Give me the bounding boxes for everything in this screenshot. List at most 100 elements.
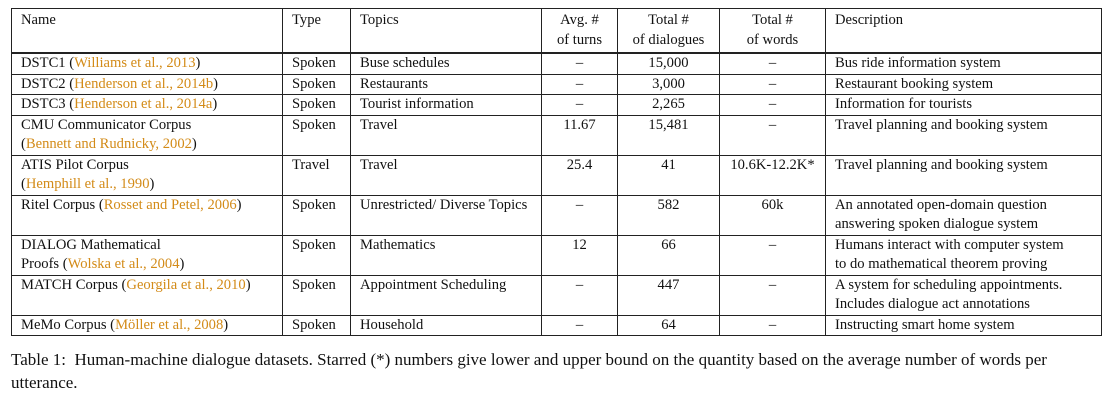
table-row: MATCH Corpus (Georgila et al., 2010) Spok… — [11, 274, 1102, 316]
cell-name: MeMo Corpus (Möller et al., 2008) — [11, 314, 283, 336]
citation-link: Bennett and Rudnicky, 2002 — [25, 136, 192, 152]
description-line: Travel planning and booking system — [835, 116, 1048, 133]
description-line: Information for tourists — [835, 96, 972, 112]
description-line: Instructing smart home system — [835, 316, 1015, 333]
header-avg-turns-line2: of turns — [557, 31, 602, 48]
cell-topics: Household — [350, 314, 542, 336]
cell-name: MATCH Corpus (Georgila et al., 2010) — [11, 274, 283, 316]
cell-total-dialogues: 15,481 — [617, 114, 720, 156]
cell-description: Humans interact with computer system to d… — [825, 234, 1102, 276]
cell-name: DSTC3 (Henderson et al., 2014a) — [11, 94, 283, 116]
cell-name: DSTC1 (Williams et al., 2013) — [11, 52, 283, 75]
dataset-name-end: ) — [195, 55, 201, 71]
cell-avg-turns: – — [541, 52, 618, 75]
description-line: answering spoken dialogue system — [835, 216, 1039, 232]
description-line: Humans interact with computer system — [835, 236, 1064, 253]
dataset-name-end: ) — [212, 96, 218, 112]
cell-total-dialogues: 582 — [617, 194, 720, 236]
cell-total-dialogues: 66 — [617, 234, 720, 276]
dataset-name-end: ) — [236, 196, 242, 213]
cell-total-words: – — [719, 114, 826, 156]
dataset-name: Ritel Corpus ( — [21, 196, 104, 213]
cell-total-dialogues: 2,265 — [617, 94, 720, 116]
cell-name: Ritel Corpus (Rosset and Petel, 2006) — [11, 194, 283, 236]
cell-avg-turns: – — [541, 314, 618, 336]
citation-link: Möller et al., 2008 — [115, 316, 224, 333]
cell-type: Spoken — [282, 314, 351, 336]
cell-type: Spoken — [282, 274, 351, 316]
description-line: Includes dialogue act annotations — [835, 296, 1030, 312]
table-row: DSTC1 (Williams et al., 2013) Spoken Buse … — [11, 52, 1102, 75]
table-row: MeMo Corpus (Möller et al., 2008) Spoken H… — [11, 314, 1102, 336]
table-row: Ritel Corpus (Rosset and Petel, 2006) Spo… — [11, 194, 1102, 236]
table-row: DSTC2 (Henderson et al., 2014b) Spoken Res… — [11, 73, 1102, 95]
cell-total-words: – — [719, 314, 826, 336]
cell-name: DIALOG Mathematical Proofs (Wolska et al.… — [11, 234, 283, 276]
dataset-name: DIALOG Mathematical — [21, 236, 161, 253]
cell-total-words: – — [719, 94, 826, 116]
header-description: Description — [825, 8, 1102, 54]
table-row: DIALOG Mathematical Proofs (Wolska et al.… — [11, 234, 1102, 276]
header-total-words: Total # of words — [719, 8, 826, 54]
header-total-dialogues-line2: of dialogues — [632, 31, 705, 48]
dataset-name-end: ) — [223, 316, 229, 333]
description-line: Restaurant booking system — [835, 75, 994, 92]
cell-name: ATIS Pilot Corpus (Hemphill et al., 1990) — [11, 154, 283, 196]
cell-description: Bus ride information system — [825, 52, 1102, 75]
cell-avg-turns: – — [541, 73, 618, 95]
cell-total-dialogues: 3,000 — [617, 73, 720, 95]
cell-type: Spoken — [282, 234, 351, 276]
citation-link: Henderson et al., 2014a — [74, 96, 213, 112]
dataset-name: DSTC1 ( — [21, 55, 75, 71]
cell-description: Travel planning and booking system — [825, 154, 1102, 196]
header-name: Name — [11, 8, 283, 54]
dataset-name-cont-end: ) — [191, 136, 197, 152]
citation-link: Wolska et al., 2004 — [67, 256, 180, 272]
description-line: Bus ride information system — [835, 55, 1001, 71]
cell-description: Restaurant booking system — [825, 73, 1102, 95]
caption-label: Table 1: — [11, 350, 66, 369]
cell-avg-turns: 11.67 — [541, 114, 618, 156]
cell-total-words: – — [719, 73, 826, 95]
dataset-name-cont: ( — [21, 136, 26, 152]
datasets-table: Name Type Topics Avg. # of turns Total #… — [11, 8, 1102, 336]
cell-description: A system for scheduling appointments. Inc… — [825, 274, 1102, 316]
header-type: Type — [282, 8, 351, 54]
header-topics: Topics — [350, 8, 542, 54]
cell-avg-turns: 25.4 — [541, 154, 618, 196]
dataset-name: CMU Communicator Corpus — [21, 116, 192, 133]
cell-topics: Buse schedules — [350, 52, 542, 75]
cell-type: Spoken — [282, 73, 351, 95]
citation-link: Georgila et al., 2010 — [126, 276, 246, 293]
dataset-name-cont: Proofs ( — [21, 256, 68, 272]
header-total-words-line2: of words — [746, 31, 799, 48]
dataset-name: DSTC3 ( — [21, 96, 75, 112]
description-line: A system for scheduling appointments. — [835, 276, 1063, 293]
table-row: CMU Communicator Corpus (Bennett and Rudn… — [11, 114, 1102, 156]
dataset-name-cont: ( — [21, 176, 26, 192]
caption-text: Human-machine dialogue datasets. Starred… — [11, 350, 1047, 392]
cell-avg-turns: – — [541, 194, 618, 236]
cell-description: Instructing smart home system — [825, 314, 1102, 336]
cell-topics: Mathematics — [350, 234, 542, 276]
dataset-name-cont-end: ) — [149, 176, 155, 192]
cell-total-words: 10.6K-12.2K* — [719, 154, 826, 196]
cell-topics: Travel — [350, 114, 542, 156]
cell-topics: Unrestricted/ Diverse Topics — [350, 194, 542, 236]
cell-type: Spoken — [282, 194, 351, 236]
cell-description: An annotated open-domain question answeri… — [825, 194, 1102, 236]
cell-total-dialogues: 15,000 — [617, 52, 720, 75]
dataset-name: MATCH Corpus ( — [21, 276, 127, 293]
header-total-dialogues: Total # of dialogues — [617, 8, 720, 54]
table-caption: Table 1: Human-machine dialogue datasets… — [11, 348, 1101, 394]
cell-avg-turns: – — [541, 274, 618, 316]
citation-link: Hemphill et al., 1990 — [25, 176, 150, 192]
cell-type: Travel — [282, 154, 351, 196]
dataset-name-end: ) — [213, 75, 218, 92]
dataset-name-cont-end: ) — [179, 256, 185, 272]
cell-topics: Tourist information — [350, 94, 542, 116]
description-line: Travel planning and booking system — [835, 156, 1048, 173]
header-total-words-line1: Total # — [752, 12, 793, 28]
header-row: Name Type Topics Avg. # of turns Total #… — [11, 8, 1102, 54]
cell-total-words: – — [719, 234, 826, 276]
